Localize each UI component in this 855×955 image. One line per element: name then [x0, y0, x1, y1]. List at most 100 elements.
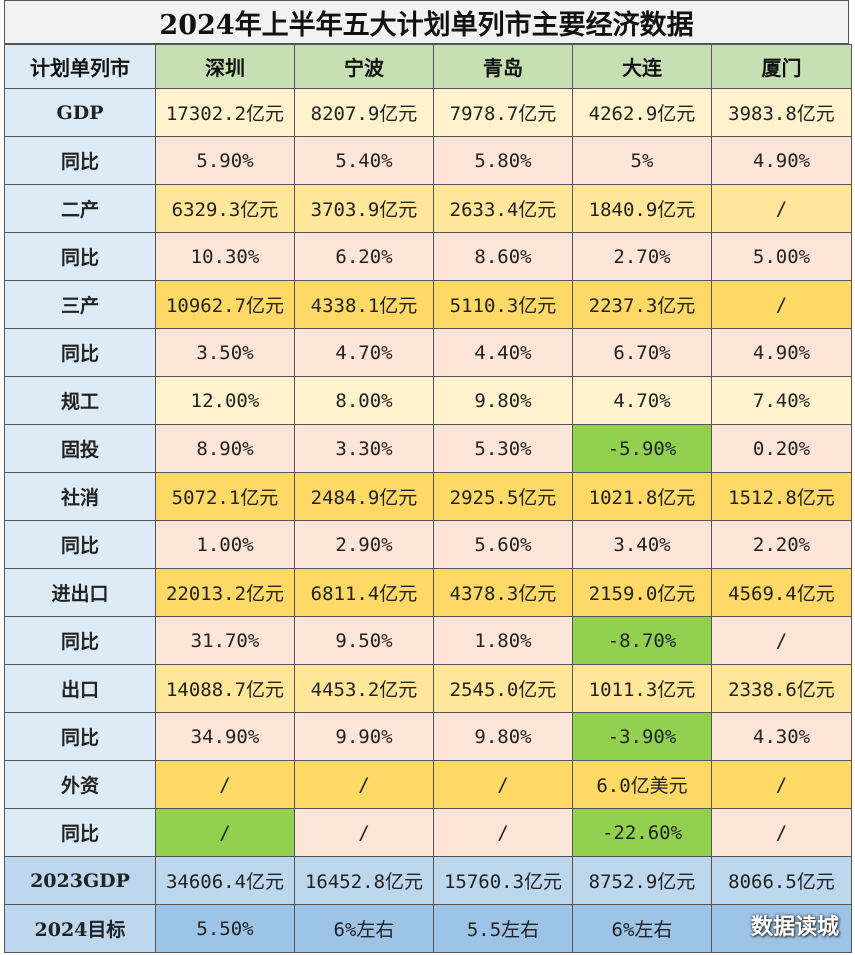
- table-cell: /: [711, 808, 852, 857]
- table-cell: 3983.8亿元: [711, 88, 852, 137]
- table-cell: 5.90%: [155, 136, 295, 185]
- table-row: GDP 17302.2亿元 8207.9亿元 7978.7亿元 4262.9亿元 3983…: [4, 88, 852, 137]
- header-city-shenzhen: 深圳: [155, 44, 295, 89]
- table-row: 2024目标 5.50% 6%左右 5.5左右 6%左右: [4, 904, 852, 953]
- table-cell: /: [294, 760, 434, 809]
- table-cell: 22013.2亿元: [155, 568, 295, 617]
- row-label: 进出口: [4, 568, 156, 617]
- header-city-xiamen: 厦门: [711, 44, 852, 89]
- table-cell: -3.90%: [572, 712, 712, 761]
- header-row: 计划单列市 深圳 宁波 青岛 大连 厦门: [4, 44, 852, 89]
- table-row: 固投 8.90% 3.30% 5.30% -5.90% 0.20%: [4, 424, 852, 473]
- table-cell: /: [155, 760, 295, 809]
- table-cell: 2633.4亿元: [433, 184, 573, 233]
- table-row: 同比 / / / -22.60% /: [4, 808, 852, 857]
- table-cell: 17302.2亿元: [155, 88, 295, 137]
- row-label: 同比: [4, 520, 156, 569]
- economic-data-table: 计划单列市 深圳 宁波 青岛 大连 厦门 GDP 17302.2亿元 8207.9亿…: [4, 44, 852, 953]
- table-row: 同比 5.90% 5.40% 5.80% 5% 4.90%: [4, 136, 852, 185]
- table-cell: 5072.1亿元: [155, 472, 295, 521]
- table-cell: /: [294, 808, 434, 857]
- table-cell: 1011.3亿元: [572, 664, 712, 713]
- table-cell: 16452.8亿元: [294, 856, 434, 905]
- table-cell: 4262.9亿元: [572, 88, 712, 137]
- table-cell: 2.90%: [294, 520, 434, 569]
- table-cell: 6329.3亿元: [155, 184, 295, 233]
- table-row: 同比 10.30% 6.20% 8.60% 2.70% 5.00%: [4, 232, 852, 281]
- table-cell: 1021.8亿元: [572, 472, 712, 521]
- row-label: GDP: [4, 88, 156, 137]
- table-cell: 9.80%: [433, 376, 573, 425]
- table-cell: 6%左右: [572, 904, 712, 953]
- table-cell: 4.90%: [711, 328, 852, 377]
- row-label: 同比: [4, 712, 156, 761]
- table-cell: 2237.3亿元: [572, 280, 712, 329]
- table-cell: 4.90%: [711, 136, 852, 185]
- table-cell: 5.30%: [433, 424, 573, 473]
- table-cell: 4569.4亿元: [711, 568, 852, 617]
- table-cell: /: [433, 808, 573, 857]
- row-label: 同比: [4, 808, 156, 857]
- table-cell: -8.70%: [572, 616, 712, 665]
- table-cell: 3.30%: [294, 424, 434, 473]
- table-cell: 31.70%: [155, 616, 295, 665]
- row-label: 出口: [4, 664, 156, 713]
- table-cell: 8066.5亿元: [711, 856, 852, 905]
- table-cell: 3.40%: [572, 520, 712, 569]
- table-cell: 9.80%: [433, 712, 573, 761]
- row-label: 同比: [4, 328, 156, 377]
- table-cell: 9.50%: [294, 616, 434, 665]
- table-cell: 5.5左右: [433, 904, 573, 953]
- table-row: 规工 12.00% 8.00% 9.80% 4.70% 7.40%: [4, 376, 852, 425]
- table-cell: 7.40%: [711, 376, 852, 425]
- table-cell: 15760.3亿元: [433, 856, 573, 905]
- table-cell: 8207.9亿元: [294, 88, 434, 137]
- table-row: 外资 / //6.0亿美元 /: [4, 760, 852, 809]
- table-cell: 1512.8亿元: [711, 472, 852, 521]
- row-label: 二产: [4, 184, 156, 233]
- table-row: 三产 10962.7亿元 4338.1亿元 5110.3亿元 2237.3亿元 /: [4, 280, 852, 329]
- table-cell: /: [711, 616, 852, 665]
- table-cell: 5110.3亿元: [433, 280, 573, 329]
- watermark: 数据读城: [750, 915, 839, 940]
- table-cell: 12.00%: [155, 376, 295, 425]
- table-cell: 2159.0亿元: [572, 568, 712, 617]
- table-cell: 2.70%: [572, 232, 712, 281]
- table-row: 出口 14088.7亿元 4453.2亿元 2545.0亿元 1011.3亿元 2338.…: [4, 664, 852, 713]
- table-cell: 5%: [572, 136, 712, 185]
- table-cell: 34.90%: [155, 712, 295, 761]
- table-cell: 4338.1亿元: [294, 280, 434, 329]
- row-label: 同比: [4, 616, 156, 665]
- table-cell: 4.30%: [711, 712, 852, 761]
- table-cell: 1.00%: [155, 520, 295, 569]
- table-row: 同比 1.00% 2.90% 5.60% 3.40% 2.20%: [4, 520, 852, 569]
- table-cell: 4.40%: [433, 328, 573, 377]
- header-city-qingdao: 青岛: [433, 44, 573, 89]
- table-cell: 4453.2亿元: [294, 664, 434, 713]
- table-cell: 1840.9亿元: [572, 184, 712, 233]
- row-label: 同比: [4, 136, 156, 185]
- row-label: 社消: [4, 472, 156, 521]
- table-row: 同比 3.50% 4.70% 4.40% 6.70% 4.90%: [4, 328, 852, 377]
- table-title: 2024年上半年五大计划单列市主要经济数据: [4, 0, 849, 44]
- table-cell: 34606.4亿元: [155, 856, 295, 905]
- table-cell: 6.70%: [572, 328, 712, 377]
- table-cell: /: [433, 760, 573, 809]
- row-label: 2024目标: [4, 904, 156, 953]
- table-cell: 8.90%: [155, 424, 295, 473]
- table-cell: 5.80%: [433, 136, 573, 185]
- table-cell: 6.0亿美元: [572, 760, 712, 809]
- table-cell: /: [711, 184, 852, 233]
- table-cell: 6811.4亿元: [294, 568, 434, 617]
- table-cell: 2.20%: [711, 520, 852, 569]
- table-cell: 14088.7亿元: [155, 664, 295, 713]
- row-label: 2023GDP: [4, 856, 156, 905]
- table-cell: 9.90%: [294, 712, 434, 761]
- table-cell: 2925.5亿元: [433, 472, 573, 521]
- table-cell: 0.20%: [711, 424, 852, 473]
- table-cell: 4.70%: [294, 328, 434, 377]
- table-row: 进出口 22013.2亿元 6811.4亿元 4378.3亿元 2159.0亿元 4569…: [4, 568, 852, 617]
- row-label: 规工: [4, 376, 156, 425]
- table-cell: 8752.9亿元: [572, 856, 712, 905]
- table-cell: 5.50%: [155, 904, 295, 953]
